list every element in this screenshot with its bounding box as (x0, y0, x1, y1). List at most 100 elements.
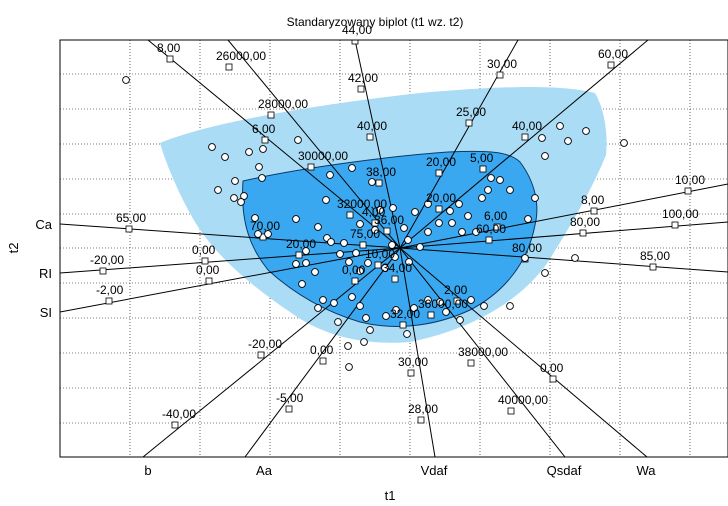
data-point (442, 308, 450, 316)
tick-marker (346, 211, 354, 219)
tick-label: -2,00 (96, 283, 124, 297)
tick-label: 8,00 (157, 41, 181, 55)
tick-marker (374, 261, 382, 269)
variable-name-wa: Wa (636, 463, 656, 478)
data-point (292, 260, 300, 268)
data-point (582, 127, 590, 135)
tick-label: 6,00 (484, 209, 508, 223)
tick-marker (295, 251, 303, 259)
data-point (356, 220, 364, 228)
tick-label: 40,00 (357, 119, 387, 133)
data-point (524, 215, 532, 223)
data-point (334, 318, 342, 326)
tick-marker (453, 297, 461, 305)
tick-marker (684, 187, 692, 195)
tick-label: -20,00 (248, 337, 282, 351)
data-point (446, 207, 454, 215)
data-point (240, 192, 248, 200)
tick-marker (225, 63, 233, 71)
tick-label: 28000,00 (258, 97, 308, 111)
tick-label: -20,00 (90, 253, 124, 267)
data-point (255, 163, 263, 171)
data-point (245, 148, 253, 156)
tick-marker (507, 407, 515, 415)
tick-marker (359, 241, 367, 249)
data-point (521, 254, 529, 262)
tick-marker (549, 375, 557, 383)
data-point (322, 196, 330, 204)
y-axis-label: t2 (6, 243, 21, 254)
tick-marker (267, 111, 275, 119)
data-point (382, 312, 390, 320)
data-point (208, 143, 216, 151)
data-point (506, 302, 514, 310)
tick-label: 25,00 (456, 105, 486, 119)
data-point (464, 212, 472, 220)
data-point (487, 174, 495, 182)
tick-marker (105, 297, 113, 305)
data-point (400, 224, 408, 232)
tick-label: 40,00 (512, 119, 542, 133)
variable-name-ca: Ca (35, 217, 52, 232)
tick-marker (465, 119, 473, 127)
tick-label: 60,00 (476, 222, 506, 236)
variable-name-b: b (144, 463, 151, 478)
tick-label: 75,00 (350, 227, 380, 241)
tick-marker (357, 85, 365, 93)
tick-label: 40000,00 (498, 393, 548, 407)
data-point (214, 186, 222, 194)
observation-points (122, 76, 628, 371)
data-point (345, 258, 353, 266)
data-point (538, 134, 546, 142)
data-point (456, 316, 464, 324)
variable-name-aa: Aa (256, 463, 273, 478)
data-point (345, 363, 353, 371)
tick-label: 30000,00 (298, 149, 348, 163)
data-point (356, 267, 364, 275)
tick-label: 80,00 (570, 215, 600, 229)
tick-marker (371, 219, 379, 227)
tick-marker (485, 236, 493, 244)
tick-marker (366, 133, 374, 141)
tick-label: 0,00 (540, 361, 564, 375)
tick-marker (407, 369, 415, 377)
tick-marker (607, 61, 615, 69)
data-point (314, 223, 322, 231)
data-point (360, 338, 368, 346)
data-point (364, 259, 372, 267)
data-point (478, 194, 486, 202)
tick-marker (257, 351, 265, 359)
tick-marker (435, 169, 443, 177)
data-point (368, 178, 376, 186)
data-point (302, 247, 310, 255)
tick-label: 10,00 (365, 247, 395, 261)
tick-label: 42,00 (348, 71, 378, 85)
data-point (294, 136, 302, 144)
tick-label: 60,00 (598, 47, 628, 61)
tick-marker (579, 229, 587, 237)
tick-label: 30,00 (487, 57, 517, 71)
tick-marker (307, 163, 315, 171)
data-point (541, 269, 549, 277)
tick-label: 20,00 (426, 155, 456, 169)
data-point (389, 204, 397, 212)
data-point (458, 228, 466, 236)
tick-label: 30,00 (398, 355, 428, 369)
data-point (424, 200, 432, 208)
data-point (531, 194, 539, 202)
data-point (496, 176, 504, 184)
data-point (541, 152, 549, 160)
data-point (403, 330, 411, 338)
tick-marker (496, 71, 504, 79)
data-point (251, 214, 259, 222)
data-point (264, 230, 272, 238)
tick-marker (427, 311, 435, 319)
data-point (424, 228, 432, 236)
data-point (571, 254, 579, 262)
data-point (381, 264, 389, 272)
tick-label: 36000,00 (418, 297, 468, 311)
tick-label: 0,00 (196, 263, 220, 277)
data-point (620, 139, 628, 147)
variable-axes (60, 40, 728, 457)
tick-label: 5,00 (470, 151, 494, 165)
